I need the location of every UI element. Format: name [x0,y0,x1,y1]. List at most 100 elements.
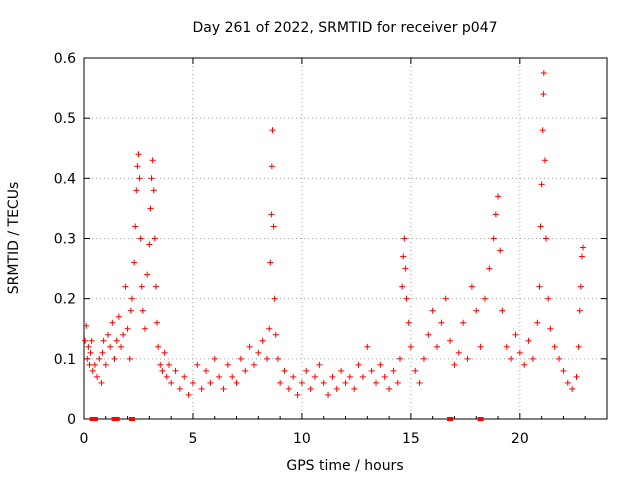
data-point [159,367,166,374]
axis-ticks: 0 5 10 15 20 0 0.1 0.2 0.3 0.4 0.5 0.6 [54,51,607,447]
data-point [512,331,519,338]
data-point [438,319,445,326]
data-point [109,319,116,326]
data-point [355,361,362,368]
data-point [277,379,284,386]
data-point [122,283,129,290]
data-point [338,367,345,374]
data-point [155,343,162,350]
data-point [399,283,406,290]
data-point [320,379,327,386]
y-axis-label: SRMTID / TECUs [6,182,22,295]
data-point [128,295,135,302]
data-point [394,379,401,386]
data-point [477,343,484,350]
data-point [181,373,188,380]
data-point [537,223,544,230]
data-point [298,379,305,386]
data-point [575,343,582,350]
data-point [539,127,546,134]
zero-marker [477,417,484,421]
data-point [94,373,101,380]
data-point [547,325,554,332]
data-point [207,379,214,386]
grid-lines [84,58,607,419]
data-point [111,355,118,362]
data-point [189,379,196,386]
data-point [325,391,332,398]
data-point [246,343,253,350]
zero-marker [91,417,98,421]
data-point [447,337,454,344]
y-tick-label: 0.4 [54,171,76,187]
data-point [113,337,120,344]
data-point [203,367,210,374]
data-point [294,391,301,398]
data-point [87,349,94,356]
data-point [267,259,274,266]
data-point [126,355,133,362]
data-point [281,367,288,374]
data-point [216,373,223,380]
data-point [464,355,471,362]
data-point [98,379,105,386]
data-point [269,127,276,134]
data-point [237,355,244,362]
data-point [229,373,236,380]
data-point [442,295,449,302]
data-point [403,295,410,302]
data-point [412,367,419,374]
data-point [368,367,375,374]
data-point [220,385,227,392]
data-point [271,295,278,302]
data-point [224,361,231,368]
data-point [425,331,432,338]
data-point [540,70,547,77]
data-point [290,373,297,380]
data-point [198,385,205,392]
data-point [96,355,103,362]
data-point [133,187,140,194]
data-point [402,265,409,272]
data-point [540,91,547,98]
x-tick-label: 20 [511,431,529,447]
data-point [396,355,403,362]
y-tick-label: 0.6 [54,51,76,67]
data-point [211,355,218,362]
data-point [508,355,515,362]
data-point [401,235,408,242]
data-point [429,307,436,314]
data-point [529,355,536,362]
data-point [148,175,155,182]
data-point [285,385,292,392]
zero-marker [128,417,135,421]
data-point [525,337,532,344]
x-axis-label: GPS time / hours [286,458,403,474]
data-point [342,379,349,386]
data-point [185,391,192,398]
data-point [468,283,475,290]
y-tick-label: 0.5 [54,111,76,127]
data-point [536,283,543,290]
data-point [135,151,142,158]
data-point [132,223,139,230]
data-point [91,361,98,368]
data-point [486,265,493,272]
data-point [451,361,458,368]
data-point [83,322,90,329]
data-point [88,337,95,344]
data-point [541,157,548,164]
data-point [157,361,164,368]
data-point [416,379,423,386]
data-point [142,325,149,332]
data-point [268,211,275,218]
data-point [138,283,145,290]
data-point [460,319,467,326]
data-point [577,283,584,290]
data-point [168,379,175,386]
data-point [151,235,158,242]
data-point [386,385,393,392]
data-point [490,235,497,242]
data-point [377,361,384,368]
data-point [136,175,143,182]
